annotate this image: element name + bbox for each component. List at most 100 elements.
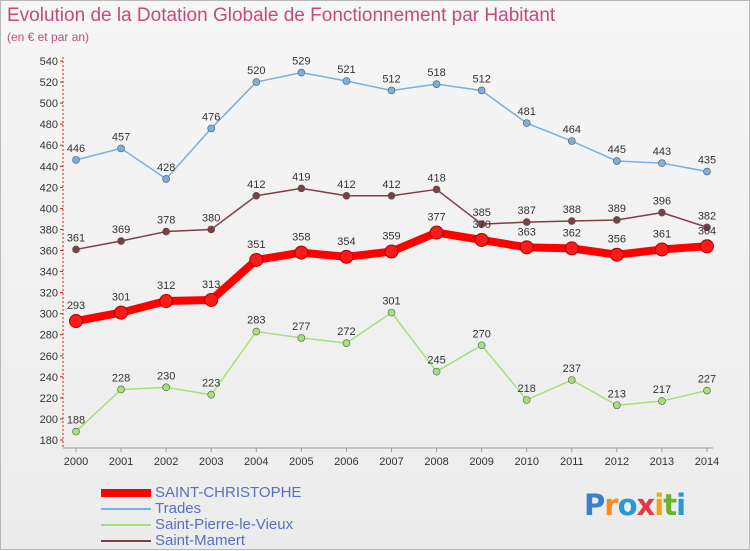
- y-tick-label: 440: [40, 161, 58, 173]
- data-label: 361: [67, 232, 85, 244]
- data-label: 412: [382, 179, 400, 191]
- data-point: [72, 156, 80, 164]
- data-point: [162, 175, 170, 183]
- data-point: [429, 225, 444, 240]
- x-tick-label: 2007: [379, 456, 403, 468]
- y-tick-label: 240: [40, 372, 58, 384]
- data-label: 512: [472, 73, 490, 85]
- data-point: [69, 314, 83, 329]
- x-tick-label: 2004: [244, 456, 268, 468]
- data-label: 370: [472, 219, 490, 231]
- proxiti-logo: Proxiti: [584, 488, 686, 522]
- x-tick-label: 2013: [650, 456, 674, 468]
- data-point: [609, 247, 624, 262]
- data-label: 228: [112, 372, 130, 384]
- data-label: 272: [337, 326, 355, 338]
- legend-swatch: [101, 508, 151, 510]
- data-label: 443: [653, 146, 671, 158]
- logo-letter: x: [636, 488, 656, 522]
- data-point: [432, 367, 441, 376]
- data-label: 293: [67, 300, 85, 312]
- x-tick-label: 2012: [605, 456, 629, 468]
- data-point: [477, 86, 486, 95]
- data-point: [114, 305, 129, 320]
- x-tick-label: 2005: [289, 456, 313, 468]
- data-label: 412: [337, 179, 355, 191]
- data-point: [384, 244, 399, 259]
- chart-subtitle: (en € et par an): [7, 30, 90, 44]
- data-label: 446: [67, 143, 85, 155]
- data-point: [564, 241, 579, 256]
- data-label: 217: [653, 384, 671, 396]
- legend-item: SAINT-CHRISTOPHE: [101, 484, 361, 501]
- x-tick-label: 2001: [109, 456, 133, 468]
- legend-label: Trades: [155, 500, 202, 517]
- data-label: 377: [427, 212, 445, 224]
- data-point: [387, 86, 396, 95]
- legend-item: Trades: [101, 500, 361, 517]
- data-point: [432, 185, 441, 194]
- data-point: [252, 78, 261, 86]
- x-tick-label: 2011: [560, 456, 584, 468]
- data-label: 385: [472, 207, 490, 219]
- data-label: 223: [202, 378, 220, 390]
- y-tick-label: 360: [40, 246, 58, 258]
- data-label: 529: [292, 56, 310, 68]
- logo-letter: P: [584, 488, 605, 522]
- data-point: [387, 308, 396, 317]
- data-label: 301: [382, 296, 400, 308]
- legend-label: SAINT-CHRISTOPHE: [155, 484, 302, 501]
- x-tick-label: 2003: [199, 456, 223, 468]
- data-point: [207, 124, 216, 133]
- data-point: [252, 191, 261, 200]
- data-label: 362: [563, 227, 581, 239]
- data-point: [567, 376, 576, 384]
- x-tick-label: 2010: [514, 456, 538, 468]
- y-tick-label: 300: [40, 309, 58, 321]
- data-point: [297, 334, 306, 342]
- data-label: 435: [698, 155, 716, 167]
- data-point: [654, 242, 669, 257]
- logo-letter: t: [663, 488, 677, 522]
- logo-letter: o: [617, 488, 638, 522]
- data-label: 213: [608, 388, 626, 400]
- data-point: [700, 239, 714, 254]
- x-tick-label: 2000: [64, 456, 88, 468]
- data-point: [387, 191, 396, 200]
- data-label: 428: [157, 162, 175, 174]
- data-point: [252, 327, 261, 336]
- data-point: [117, 385, 125, 394]
- data-label: 313: [202, 279, 220, 291]
- chart-legend: SAINT-CHRISTOPHE Trades Saint-Pierre-le-Vi…: [101, 484, 361, 549]
- data-label: 419: [292, 171, 310, 183]
- legend-label: Saint-Mamert: [155, 532, 246, 549]
- data-label: 445: [608, 144, 626, 156]
- legend-swatch: [101, 489, 151, 497]
- data-point: [522, 218, 531, 226]
- data-point: [342, 77, 351, 85]
- x-tick-label: 2002: [154, 456, 178, 468]
- data-point: [519, 240, 534, 255]
- y-tick-label: 220: [40, 393, 58, 405]
- data-label: 369: [112, 224, 130, 236]
- data-label: 363: [518, 226, 536, 238]
- data-point: [567, 217, 576, 225]
- data-label: 354: [337, 236, 355, 248]
- data-label: 481: [518, 106, 536, 118]
- data-label: 521: [337, 64, 355, 76]
- y-tick-label: 340: [40, 267, 58, 279]
- data-label: 356: [608, 234, 626, 246]
- y-tick-label: 540: [40, 56, 58, 68]
- logo-letter: r: [604, 488, 618, 522]
- data-label: 518: [427, 67, 445, 79]
- data-label: 464: [563, 124, 581, 136]
- x-tick-label: 2008: [424, 456, 448, 468]
- data-label: 218: [518, 383, 536, 395]
- data-point: [613, 401, 621, 410]
- data-label: 512: [382, 73, 400, 85]
- data-label: 277: [292, 321, 310, 333]
- data-point: [474, 232, 489, 247]
- data-label: 387: [518, 205, 536, 217]
- data-label: 359: [382, 231, 400, 243]
- data-label: 457: [112, 131, 130, 143]
